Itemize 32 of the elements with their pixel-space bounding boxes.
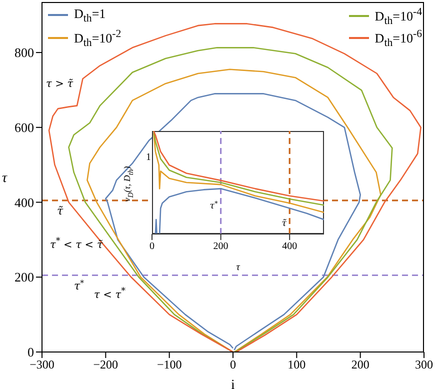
y-tick-label: 600 [14,120,34,136]
x-tick-label: 200 [213,241,228,252]
x-tick-label: −300 [30,358,54,372]
annotation: 1 [146,152,151,163]
ref-line-label: τ$^{*}$ [74,278,84,292]
legend-label: D$_{th}$=10$^{-2}$ [74,28,122,49]
y-tick-label: 0 [28,344,34,360]
ref-line-label: τ̃ [57,204,64,218]
x-tick-label: 0 [150,241,154,252]
legend-label: D$_{th}$=1 [74,6,106,25]
x-tick-label: 300 [415,358,433,372]
y-axis-title: τ [2,170,8,186]
x-tick-label: −200 [93,358,118,372]
x-tick-label: 100 [288,358,306,372]
x-tick-label: 400 [282,241,298,252]
x-axis-title: τ [236,262,240,273]
line-series [105,93,361,351]
annotation: τ > τ̃ [46,78,74,90]
ref-line-label: τ̃ [282,218,288,229]
legend-label: D$_{th}$=10$^{-6}$ [374,28,422,49]
x-axis-title: i [231,378,236,389]
x-tick-label: −100 [156,358,182,372]
ref-line-label: τ$^{*}$ [210,200,219,212]
line-series [86,68,382,352]
annotation: τ$^{*}$ < τ < τ̃ [50,236,103,250]
y-tick-label: 800 [14,45,34,60]
y-tick-label: 200 [14,270,34,285]
x-tick-label: 200 [351,358,370,372]
legend-label: D$_{th}$=10$^{-4}$ [374,6,422,27]
x-tick-label: 0 [230,358,236,372]
annotation: τ < τ$^{*}$ [94,286,126,300]
y-tick-label: 400 [14,194,34,210]
